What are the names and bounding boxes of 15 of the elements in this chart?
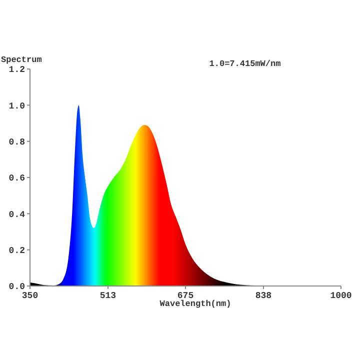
x-tick-label: 513 [100, 291, 116, 301]
y-tick-label: 1.0 [8, 101, 25, 112]
x-tick-label: 1000 [330, 291, 352, 301]
annotation: 1.0=7.415mW/nm [209, 59, 281, 69]
x-tick-label: 838 [255, 291, 272, 301]
y-tick-label: 0.0 [8, 282, 25, 292]
y-tick-label: 0.2 [8, 246, 25, 256]
y-axis-title: Spectrum [1, 55, 42, 65]
y-tick-label: 0.6 [8, 174, 25, 184]
y-tick-label: 0.4 [8, 210, 26, 220]
x-axis-title: Wavelength(nm) [160, 299, 232, 309]
y-tick-label: 0.8 [8, 137, 25, 148]
y-tick-label: 1.2 [8, 65, 25, 76]
x-tick-label: 350 [22, 291, 38, 301]
x-tick-label: 675 [177, 291, 194, 301]
